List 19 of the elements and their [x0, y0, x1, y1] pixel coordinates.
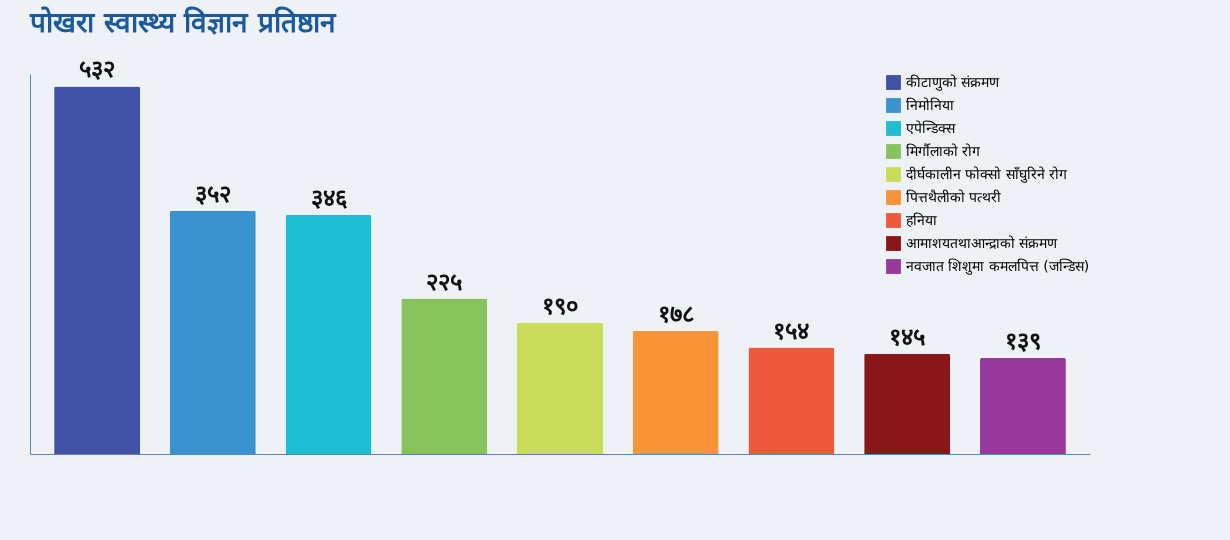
- data-label: १३९: [1004, 326, 1041, 355]
- data-label: १९०: [542, 291, 578, 320]
- legend-label: नवजात शिशुमा कमलपित्त (जन्डिस): [906, 257, 1090, 275]
- legend-label: हनिया: [906, 211, 937, 228]
- chart-title: पोखरा स्वास्थ्य विज्ञान प्रतिष्ठान: [29, 6, 338, 40]
- legend-label: मिर्गौलाको रोग: [906, 142, 982, 159]
- legend-label: पित्तथैलीको पत्थरी: [906, 188, 1002, 205]
- data-label: ३४६: [310, 183, 347, 212]
- legend-label: दीर्घकालीन फोक्सो साँघुरिने रोग: [906, 165, 1069, 183]
- legend-label: कीटाणुको संक्रमण: [906, 73, 1001, 91]
- data-label: १४५: [889, 322, 926, 351]
- legend-label: एपेन्डिक्स: [906, 119, 956, 136]
- data-label: ५३२: [79, 55, 116, 84]
- data-label: १५४: [773, 316, 810, 345]
- data-label: २२५: [426, 267, 463, 296]
- legend-label: निमोनिया: [906, 96, 954, 113]
- legend-label: आमाशयतथाआन्द्राको संक्रमण: [906, 234, 1059, 251]
- data-label: १७८: [657, 300, 694, 329]
- data-label: ३५२: [194, 179, 231, 208]
